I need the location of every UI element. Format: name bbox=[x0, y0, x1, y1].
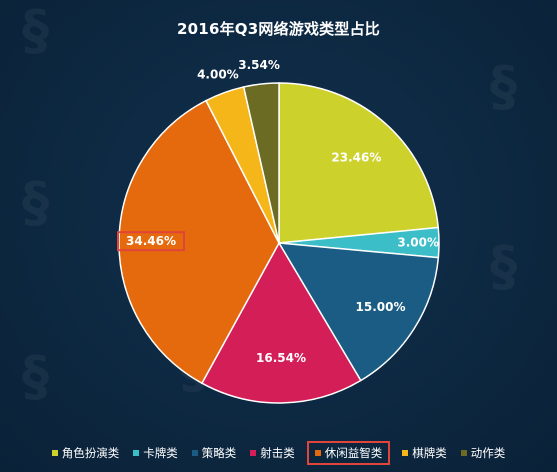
legend-swatch-icon bbox=[191, 450, 198, 456]
legend-item[interactable]: 卡牌类 bbox=[131, 443, 180, 463]
legend-item[interactable]: 棋牌类 bbox=[400, 443, 449, 463]
slice-data-label: 3.00% bbox=[397, 236, 439, 250]
slice-data-label: 3.54% bbox=[238, 58, 280, 72]
legend-swatch-icon bbox=[250, 450, 257, 456]
legend-item[interactable]: 休闲益智类 bbox=[306, 441, 391, 465]
legend-item[interactable]: 射击类 bbox=[248, 443, 297, 463]
legend-swatch-icon bbox=[314, 450, 321, 456]
watermark-icon: § bbox=[490, 235, 517, 298]
pie-slice-1[interactable] bbox=[278, 82, 440, 244]
legend-label: 角色扮演类 bbox=[61, 446, 120, 460]
legend-item[interactable]: 策略类 bbox=[190, 443, 239, 463]
legend-label: 动作类 bbox=[470, 446, 506, 460]
legend-label: 射击类 bbox=[260, 446, 295, 460]
watermark-icon: § bbox=[490, 55, 517, 118]
legend-item[interactable]: 角色扮演类 bbox=[50, 443, 122, 463]
legend-label: 休闲益智类 bbox=[324, 446, 383, 460]
legend-item[interactable]: 动作类 bbox=[459, 443, 508, 463]
legend-swatch-icon bbox=[402, 450, 409, 456]
legend-swatch-icon bbox=[51, 450, 58, 456]
pie-slice-5[interactable] bbox=[118, 99, 280, 385]
highlight-box bbox=[117, 231, 185, 252]
pie-slice-7[interactable] bbox=[242, 82, 280, 244]
legend-label: 卡牌类 bbox=[143, 446, 178, 460]
legend-swatch-icon bbox=[133, 450, 140, 456]
legend-swatch-icon bbox=[460, 450, 467, 456]
slice-data-label: 4.00% bbox=[197, 68, 239, 82]
chart-title: 2016年Q3网络游戏类型占比 bbox=[177, 20, 380, 38]
slice-data-label: 34.46% bbox=[126, 234, 176, 248]
slice-data-label: 23.46% bbox=[331, 151, 381, 165]
pie-slice-3[interactable] bbox=[277, 242, 440, 382]
legend-label: 策略类 bbox=[201, 446, 237, 460]
pie-labels: 23.46% 3.00% 15.00% 16.54% 34.46% 4.00%3.54% bbox=[117, 58, 439, 365]
pie-slice-4[interactable] bbox=[200, 241, 362, 404]
slice-data-label: 15.00% bbox=[356, 300, 406, 314]
watermark-icon: § bbox=[22, 0, 49, 62]
watermark-icon: § bbox=[22, 171, 49, 234]
watermark-icon: § bbox=[22, 345, 49, 408]
chart-legend: 角色扮演类 卡牌类 策略类 射击类 休闲益智类 棋牌类 动作类 bbox=[0, 440, 557, 466]
pie-slices bbox=[118, 82, 440, 404]
legend-label: 棋牌类 bbox=[412, 446, 447, 460]
slice-data-label: 16.54% bbox=[256, 351, 306, 365]
